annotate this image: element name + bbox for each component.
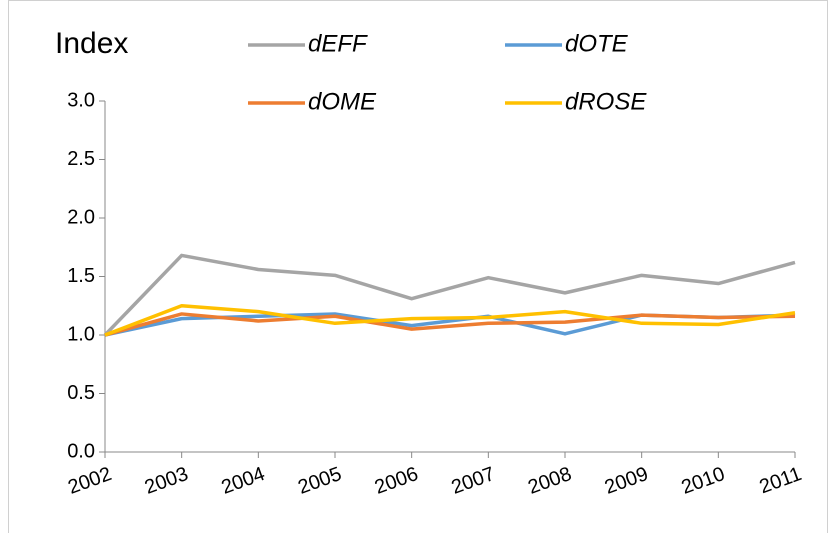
- series-line: [104, 304, 796, 337]
- series-line: [104, 312, 796, 337]
- y-tick-label: 2.5: [67, 148, 95, 170]
- x-tick-label: 2010: [679, 463, 728, 499]
- x-tick-label: 2005: [295, 463, 344, 499]
- y-tick-label: 0.0: [67, 440, 95, 462]
- x-tick-label: 2002: [65, 463, 114, 499]
- x-tick-label: 2004: [219, 463, 268, 499]
- legend-label: dROSE: [565, 88, 647, 115]
- y-tick-label: 1.0: [67, 323, 95, 345]
- y-tick-label: 2.0: [67, 206, 95, 228]
- x-tick-label: 2006: [372, 463, 421, 499]
- chart-title: Index: [55, 27, 128, 60]
- x-tick-label: 2008: [525, 463, 574, 499]
- x-tick-label: 2003: [142, 463, 191, 499]
- series-line: [103, 253, 796, 337]
- legend-label: dEFF: [308, 30, 368, 57]
- x-tick-label: 2011: [757, 463, 805, 498]
- y-tick-label: 3.0: [67, 89, 95, 111]
- y-tick-label: 0.5: [67, 382, 95, 404]
- chart-frame: [8, 0, 828, 533]
- x-tick-label: 2007: [449, 463, 498, 499]
- legend-label: dOTE: [565, 30, 629, 57]
- x-tick-label: 2009: [602, 463, 651, 499]
- legend-label: dOME: [308, 88, 377, 115]
- y-tick-label: 1.5: [67, 265, 95, 287]
